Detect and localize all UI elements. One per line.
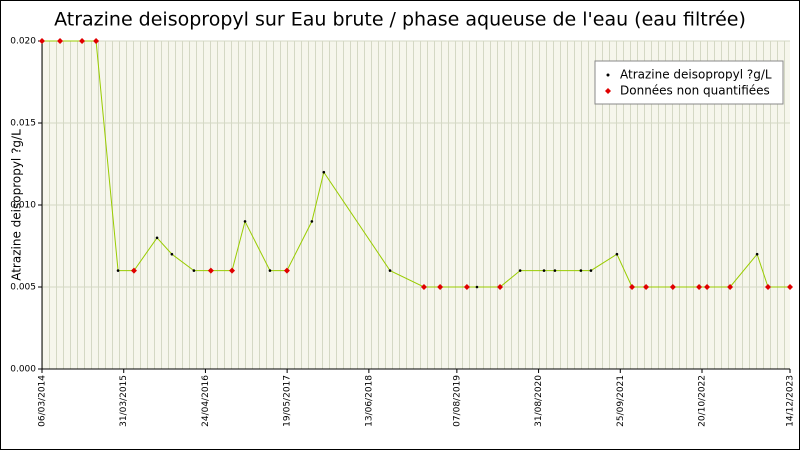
x-tick-label: 13/06/2018 bbox=[364, 375, 374, 427]
unquantified-point bbox=[437, 284, 444, 290]
data-point bbox=[170, 252, 174, 256]
unquantified-point bbox=[420, 284, 427, 290]
unquantified-point bbox=[93, 38, 100, 44]
x-tick-label: 31/03/2015 bbox=[119, 375, 129, 427]
legend: Atrazine deisopropyl ?g/L Données non qua… bbox=[594, 60, 784, 105]
chart-title: Atrazine deisopropyl sur Eau brute / pha… bbox=[54, 9, 746, 31]
legend-marker bbox=[606, 73, 610, 77]
data-point bbox=[475, 285, 479, 289]
y-tick-label: 0.010 bbox=[10, 201, 36, 211]
data-point bbox=[155, 236, 159, 240]
x-tick-label: 31/08/2020 bbox=[534, 375, 544, 427]
unquantified-point bbox=[207, 267, 214, 274]
legend-label: Atrazine deisopropyl ?g/L bbox=[620, 68, 772, 82]
y-axis-title: Atrazine deisopropyl ?g/L bbox=[10, 129, 24, 281]
unquantified-point bbox=[727, 284, 734, 290]
x-tick-label: 07/08/2019 bbox=[452, 375, 462, 427]
y-tick-label: 0.005 bbox=[10, 283, 36, 293]
x-tick-label: 20/10/2022 bbox=[698, 375, 708, 427]
legend-marker bbox=[605, 88, 611, 94]
data-point bbox=[615, 252, 619, 256]
y-tick-label: 0.020 bbox=[10, 37, 36, 47]
data-point bbox=[755, 252, 759, 256]
legend-label: Données non quantifiées bbox=[620, 84, 770, 98]
data-point bbox=[589, 269, 593, 272]
unquantified-point bbox=[765, 284, 771, 290]
data-point bbox=[553, 269, 557, 272]
y-tick-label: 0.015 bbox=[10, 119, 36, 129]
data-point bbox=[192, 269, 196, 272]
y-tick-label: 0.000 bbox=[10, 365, 36, 375]
unquantified-point bbox=[669, 284, 676, 290]
unquantified-point bbox=[643, 284, 650, 290]
unquantified-point bbox=[79, 38, 86, 44]
data-point bbox=[310, 220, 314, 223]
unquantified-point bbox=[629, 284, 636, 290]
data-point bbox=[518, 269, 522, 272]
x-tick-label: 24/04/2016 bbox=[201, 375, 211, 427]
unquantified-point bbox=[283, 267, 290, 274]
x-tick-label: 19/05/2017 bbox=[283, 375, 293, 427]
unquantified-point bbox=[704, 284, 711, 290]
unquantified-point bbox=[130, 267, 137, 274]
unquantified-point bbox=[57, 38, 64, 44]
x-tick-label: 25/09/2021 bbox=[616, 375, 626, 427]
x-tick-label: 06/03/2014 bbox=[38, 375, 48, 427]
legend-box bbox=[594, 60, 784, 105]
data-point bbox=[243, 220, 247, 223]
data-point bbox=[388, 269, 392, 272]
unquantified-point bbox=[787, 284, 793, 290]
unquantified-point bbox=[463, 284, 470, 290]
data-point bbox=[542, 269, 546, 272]
unquantified-point bbox=[229, 267, 236, 274]
unquantified-point bbox=[497, 284, 504, 290]
data-point bbox=[268, 269, 272, 272]
data-point bbox=[579, 269, 583, 272]
x-tick-label: 14/12/2023 bbox=[786, 375, 796, 427]
data-point bbox=[322, 170, 326, 174]
unquantified-point bbox=[696, 284, 703, 290]
data-point bbox=[116, 269, 120, 272]
unquantified-point bbox=[39, 38, 45, 44]
